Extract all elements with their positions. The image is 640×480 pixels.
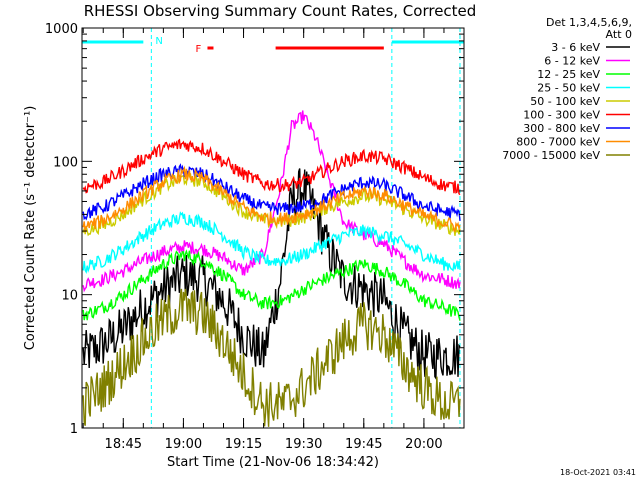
- x-tick-label: 19:30: [285, 437, 322, 452]
- x-tick-label: 19:00: [165, 437, 202, 452]
- legend-header-line-2: Att 0: [606, 28, 632, 41]
- plot-frame: [81, 27, 465, 429]
- y-tick-label: 10: [61, 289, 78, 304]
- chart-title: RHESSI Observing Summary Count Rates, Co…: [84, 2, 477, 20]
- flags-layer: NF: [82, 28, 464, 428]
- series-line: [82, 211, 461, 275]
- x-tick-label: 19:15: [225, 437, 262, 452]
- series-line: [82, 163, 461, 221]
- flare-flag-label: F: [195, 44, 201, 55]
- y-axis: 1 10 100 1000: [45, 22, 464, 437]
- legend-entry-label: 800 - 7000 keV: [516, 136, 600, 149]
- legend-entry-label: 25 - 50 keV: [537, 82, 600, 95]
- y-axis-label: Corrected Count Rate (s⁻¹ detector⁻¹): [23, 106, 38, 351]
- series-layer: [82, 110, 461, 427]
- y-tick-label: 1: [70, 422, 78, 437]
- series-line: [82, 288, 461, 427]
- series-line: [82, 168, 461, 381]
- legend-entry-label: 100 - 300 keV: [523, 109, 600, 122]
- legend-entry-label: 6 - 12 keV: [544, 55, 600, 68]
- series-line: [82, 110, 461, 293]
- y-tick-label: 1000: [45, 22, 78, 37]
- legend-entry-label: 12 - 25 keV: [537, 68, 600, 81]
- legend-entry-label: 7000 - 15000 keV: [502, 149, 600, 162]
- series-line: [82, 138, 461, 196]
- x-tick-label: 20:00: [405, 437, 442, 452]
- y-tick-label: 100: [53, 155, 78, 170]
- legend-entry-label: 300 - 800 keV: [523, 122, 600, 135]
- x-axis-label: Start Time (21-Nov-06 18:34:42): [167, 455, 379, 470]
- timestamp: 18-Oct-2021 03:41: [560, 468, 636, 477]
- night-flag-label: N: [155, 36, 162, 47]
- series-line: [82, 249, 461, 321]
- x-tick-label: 18:45: [105, 437, 142, 452]
- legend-entry-label: 3 - 6 keV: [551, 41, 600, 54]
- series-line: [82, 165, 461, 233]
- x-axis: 18:45 19:00 19:15 19:30 19:45 20:00: [82, 28, 445, 452]
- legend-header-line-1: Det 1,3,4,5,6,9,: [546, 16, 632, 29]
- x-tick-label: 19:45: [345, 437, 382, 452]
- legend-entry-label: 50 - 100 keV: [530, 95, 600, 108]
